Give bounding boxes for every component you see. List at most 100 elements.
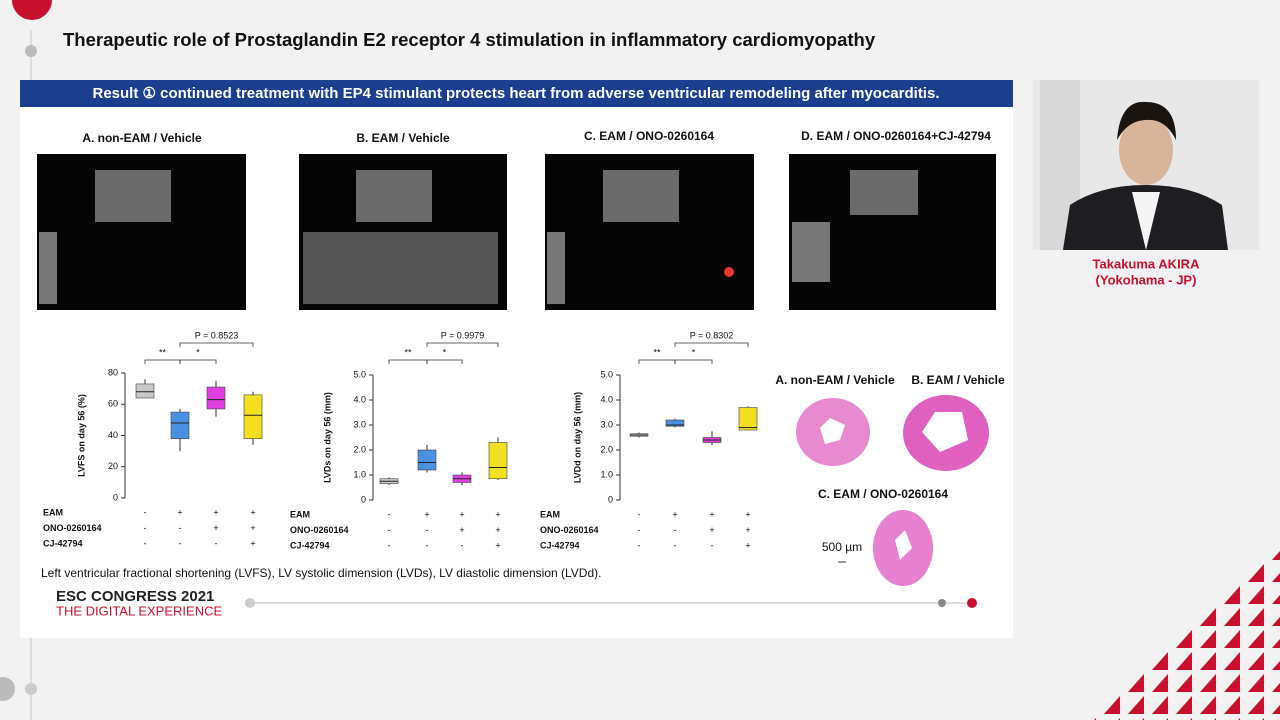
treatment-mark: - <box>388 525 391 535</box>
y-tick-label: 3.0 <box>600 419 613 429</box>
significance-bracket <box>426 342 499 347</box>
histology-label: A. non-EAM / Vehicle <box>775 373 895 387</box>
treatment-mark: - <box>638 525 641 535</box>
significance-bracket <box>426 359 463 364</box>
significance-label: P = 0.8302 <box>690 330 734 340</box>
significance-label: P = 0.9979 <box>441 330 485 340</box>
echo-label: C. EAM / ONO-0260164 <box>584 129 714 143</box>
box-body <box>417 449 437 471</box>
decor-triangle <box>1248 652 1264 670</box>
echo-view <box>850 170 918 215</box>
treatment-mark: + <box>495 525 500 535</box>
decor-triangle <box>1200 674 1216 692</box>
decor-dot <box>25 683 37 695</box>
significance-bracket <box>179 342 254 347</box>
echo-label: A. non-EAM / Vehicle <box>82 131 202 145</box>
congress: ESC CONGRESS 2021 <box>56 588 214 605</box>
banner <box>20 80 1013 107</box>
decor-triangle <box>1176 630 1192 648</box>
treatment-mark: - <box>215 538 218 548</box>
y-tick-label: 5.0 <box>353 369 366 379</box>
echo-view <box>603 170 679 222</box>
significance-label: ** <box>159 347 167 357</box>
treatment-mark: + <box>213 523 218 533</box>
decor-triangle <box>1224 652 1240 670</box>
treatment-mark: + <box>213 507 218 517</box>
speaker-face <box>1119 115 1173 185</box>
decor-triangle <box>1248 586 1264 604</box>
treatment-name: ONO-0260164 <box>43 523 102 533</box>
treatment-mark: - <box>711 540 714 550</box>
decor-triangle <box>1272 617 1280 626</box>
y-tick-label: 1.0 <box>600 469 613 479</box>
decor-triangle <box>1104 696 1120 714</box>
significance-bracket <box>674 342 749 347</box>
decor-triangle <box>1200 630 1216 648</box>
treatment-mark: + <box>459 509 464 519</box>
treatment-name: ONO-0260164 <box>540 525 599 535</box>
treatment-mark: - <box>638 540 641 550</box>
decor-triangle <box>1272 705 1280 714</box>
y-axis-label: LVFS on day 56 (%) <box>76 394 86 477</box>
box-body <box>135 383 155 399</box>
page-title: Therapeutic role of Prostaglandin E2 rec… <box>63 29 876 50</box>
banner-text: Result ① continued treatment with EP4 st… <box>93 85 940 102</box>
decor-triangle <box>1152 696 1168 714</box>
treatment-mark: + <box>745 540 750 550</box>
significance-label: P = 0.8523 <box>195 330 239 340</box>
treatment-mark: + <box>672 509 677 519</box>
treatment-name: CJ-42794 <box>540 540 580 550</box>
histology-label: B. EAM / Vehicle <box>911 373 1005 387</box>
footnote: Left ventricular fractional shortening (… <box>41 566 601 580</box>
progress-dot <box>938 599 946 607</box>
significance-bracket <box>674 359 713 364</box>
decor-triangle <box>1272 661 1280 670</box>
echo-view <box>356 170 432 222</box>
treatment-mark: - <box>426 540 429 550</box>
y-tick-label: 0 <box>608 494 613 504</box>
progress-start[interactable] <box>245 598 255 608</box>
decor-triangle <box>1176 696 1192 714</box>
y-tick-label: 5.0 <box>600 369 613 379</box>
treatment-mark: + <box>745 525 750 535</box>
box-body <box>488 442 508 480</box>
decor-triangle <box>1272 551 1280 560</box>
y-axis-label: LVDd on day 56 (mm) <box>572 392 582 483</box>
box-body <box>243 394 263 439</box>
box-body <box>738 407 758 431</box>
decor-triangle <box>1152 652 1168 670</box>
treatment-mark: - <box>388 540 391 550</box>
treatment-name: CJ-42794 <box>43 538 83 548</box>
y-tick-label: 0 <box>113 492 118 502</box>
treatment-mark: + <box>250 507 255 517</box>
decor-triangle <box>1128 674 1144 692</box>
speaker-hair <box>1117 101 1176 140</box>
y-tick-label: 60 <box>108 399 118 409</box>
treatment-mark: + <box>459 525 464 535</box>
decor-triangle <box>1224 586 1240 604</box>
histology-label: C. EAM / ONO-0260164 <box>818 487 948 501</box>
treatment-mark: - <box>674 540 677 550</box>
histology-lumen <box>895 530 912 560</box>
decor-triangle <box>1128 696 1144 714</box>
treatment-name: EAM <box>290 509 310 519</box>
y-tick-label: 20 <box>108 461 118 471</box>
decor-triangle <box>1176 674 1192 692</box>
treatment-mark: - <box>388 509 391 519</box>
decor-triangle <box>1224 608 1240 626</box>
treatment-mark: + <box>424 509 429 519</box>
treatment-mark: + <box>709 525 714 535</box>
box-body <box>170 411 190 439</box>
scale-bar-label: 500 µm <box>822 540 862 554</box>
treatment-mark: - <box>461 540 464 550</box>
treatment-mark: - <box>144 538 147 548</box>
echo-label: B. EAM / Vehicle <box>356 131 450 145</box>
decor-triangle <box>1224 674 1240 692</box>
speaker-shirt <box>1132 192 1160 250</box>
decor-triangle <box>1272 573 1280 582</box>
decor-triangle <box>1152 674 1168 692</box>
histology-lumen <box>820 418 845 444</box>
echo-mmode <box>303 232 498 304</box>
echo-mmode <box>39 232 57 304</box>
